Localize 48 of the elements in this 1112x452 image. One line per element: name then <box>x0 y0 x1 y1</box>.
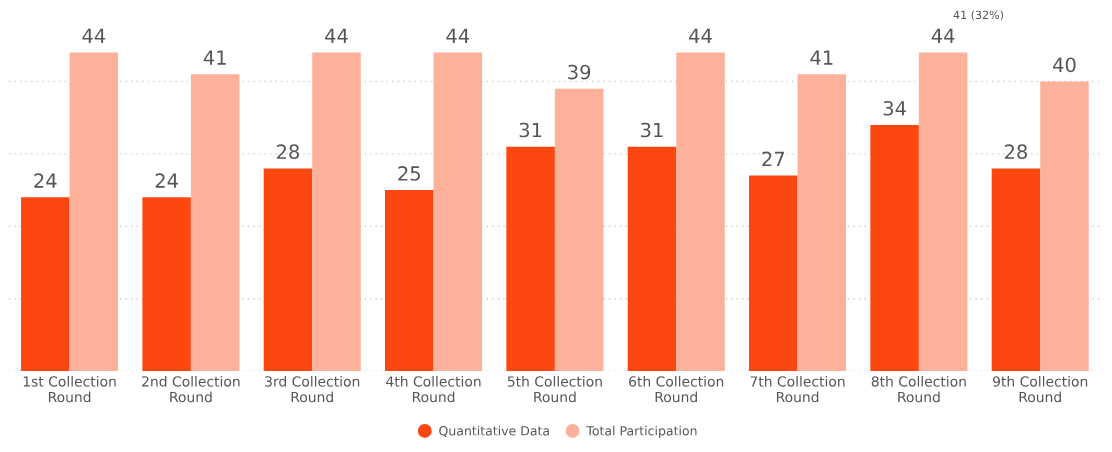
bar <box>312 52 361 372</box>
bar <box>554 88 604 372</box>
bar <box>506 146 555 372</box>
bar <box>627 146 677 372</box>
x-tick-label: 9th Collection Round <box>992 375 1088 403</box>
data-label: 24 <box>155 173 178 188</box>
bar <box>991 168 1041 372</box>
x-tick-label: 2nd Collection Round <box>142 375 240 403</box>
data-label: 24 <box>34 173 57 188</box>
bar <box>385 190 434 372</box>
x-tick-label: 4th Collection Round <box>386 375 481 403</box>
legend-label: Quantitative Data <box>439 425 549 437</box>
data-label: 44 <box>931 28 955 43</box>
x-tick-label: 7th Collection Round <box>750 375 845 403</box>
bar <box>142 197 191 372</box>
bar <box>749 175 798 372</box>
data-label: 44 <box>446 28 470 43</box>
bar <box>918 52 968 372</box>
data-label: 44 <box>325 28 348 43</box>
x-tick-label: 5th Collection Round <box>507 375 602 403</box>
bar <box>190 74 240 372</box>
data-label: 28 <box>1005 144 1027 160</box>
x-tick-label: 8th Collection Round <box>871 375 966 403</box>
data-label: 39 <box>568 64 591 80</box>
data-label: 44 <box>82 28 106 43</box>
bar <box>1040 81 1089 372</box>
bar <box>69 52 119 372</box>
data-label: 34 <box>883 100 906 116</box>
bar <box>433 52 483 372</box>
data-label: 31 <box>519 122 542 138</box>
data-label: 25 <box>398 166 420 181</box>
bar <box>21 197 70 372</box>
data-label: 27 <box>762 151 784 167</box>
x-tick-label: 3rd Collection Round <box>265 375 360 403</box>
x-tick-label: 1st Collection Round <box>23 375 116 403</box>
data-label: 31 <box>641 122 663 138</box>
data-label: 28 <box>277 144 299 160</box>
data-label: 44 <box>689 28 712 43</box>
bar <box>263 168 313 372</box>
data-label: 41 <box>810 50 833 65</box>
text: 41 (32%) <box>953 10 1004 21</box>
data-label: 41 <box>203 50 226 65</box>
bar <box>676 52 725 372</box>
bar <box>797 74 847 372</box>
legend-label: Total Participation <box>586 425 697 438</box>
x-tick-label: 6th Collection Round <box>629 375 724 403</box>
bar <box>870 124 919 372</box>
data-label: 40 <box>1053 57 1076 73</box>
